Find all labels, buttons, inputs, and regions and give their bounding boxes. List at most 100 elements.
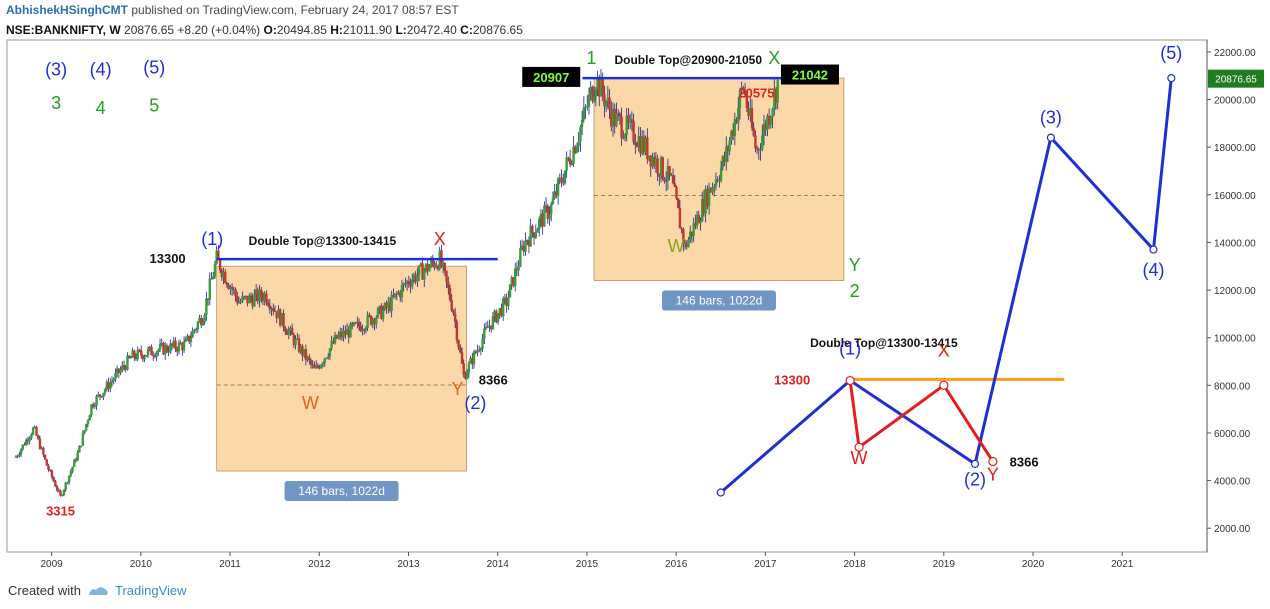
candle-body [677,198,680,209]
candle-body [35,426,38,436]
candle-body [436,266,440,270]
candle-body [141,355,145,360]
candle-body [562,182,565,184]
candle-body [634,141,637,146]
candle-body [695,214,699,226]
candle-body [198,317,201,323]
candle-body [464,374,467,379]
candle-body [49,469,52,471]
candle-body [201,322,205,326]
wave-label: (2) [464,393,486,413]
bars-badge-label: 146 bars, 1022d [676,294,763,308]
candle-body [230,286,234,290]
candle-body [762,123,766,136]
candle-body [354,322,357,324]
candle-body [435,266,438,268]
candle-body [23,444,26,446]
candle-body [553,191,556,199]
candle-body [405,281,409,285]
candle-body [424,263,428,271]
candle-body [459,347,462,353]
candle-body [282,313,285,328]
candle-body [268,305,272,310]
candle-body [651,156,654,167]
candle-body [682,229,685,244]
candle-body [193,329,196,331]
tradingview-link[interactable]: TradingView [114,583,187,598]
candle-body [692,223,695,236]
projection-red-point [845,375,855,386]
candle-body [19,449,23,455]
candle-body [632,120,635,142]
candle-body [599,77,603,97]
candle-body [627,115,630,123]
wave-label: W [851,448,868,468]
candle-body [160,342,163,345]
candle-body [652,156,656,166]
candle-body [150,346,153,356]
candle-body [83,430,86,434]
candle-body [215,250,218,264]
candle-body [738,90,742,108]
candle-body [79,445,83,447]
candle-body [98,394,102,397]
candle-body [239,301,242,303]
candle-body [234,289,237,296]
x-tick-label: 2010 [130,559,153,570]
candle-body [752,127,755,136]
candle-body [412,274,416,280]
candle-body [484,326,488,329]
candle-body [404,283,407,285]
candle-body [433,262,436,268]
candle-body [399,292,402,298]
candle-body [699,221,702,224]
wave-label: Y [987,465,999,485]
candle-body [428,266,431,272]
candle-body [323,358,326,364]
candle-body [356,321,359,324]
candle-body [380,305,383,319]
candle-body [220,270,224,278]
candle-body [441,263,445,266]
price-chart[interactable]: 22000.0020000.0018000.0016000.0014000.00… [0,0,1270,580]
candle-body [477,349,481,351]
candle-body [489,325,493,330]
candle-body [275,311,278,319]
candle-body [769,117,773,125]
candle-body [649,155,652,167]
candle-body [270,308,273,310]
candle-body [515,268,519,271]
candle-body [646,137,649,160]
x-tick-label: 2021 [1111,559,1134,570]
candle-body [127,355,131,358]
candle-body [548,214,551,220]
candle-body [483,328,486,339]
candle-body [517,266,520,271]
x-tick-label: 2011 [219,559,241,570]
candle-body [47,465,50,470]
candle-body [297,338,301,352]
candle-body [21,444,24,450]
candle-body [328,348,332,357]
candle-body [493,310,496,317]
candle-body [110,381,114,383]
candle-body [675,187,678,199]
double-top-label: Double Top@20900-21050 [614,53,762,67]
candle-body [664,180,668,182]
candle-body [419,263,423,266]
candle-body [644,137,647,152]
y-tick-label: 4000.00 [1214,477,1251,488]
publish-info: AbhishekHSinghCMT published on TradingVi… [6,3,459,17]
candle-body [218,258,222,271]
last-price-tag [1208,69,1264,88]
candle-body [565,157,568,171]
candle-body [647,155,651,160]
candle-body [325,357,328,359]
candle-body [90,404,93,416]
candle-body [172,340,175,347]
wave-label: X [938,341,950,361]
candle-body [625,115,628,135]
author-name[interactable]: AbhishekHSinghCMT [6,3,128,17]
bars-badge [284,481,399,502]
candle-body [733,119,737,137]
